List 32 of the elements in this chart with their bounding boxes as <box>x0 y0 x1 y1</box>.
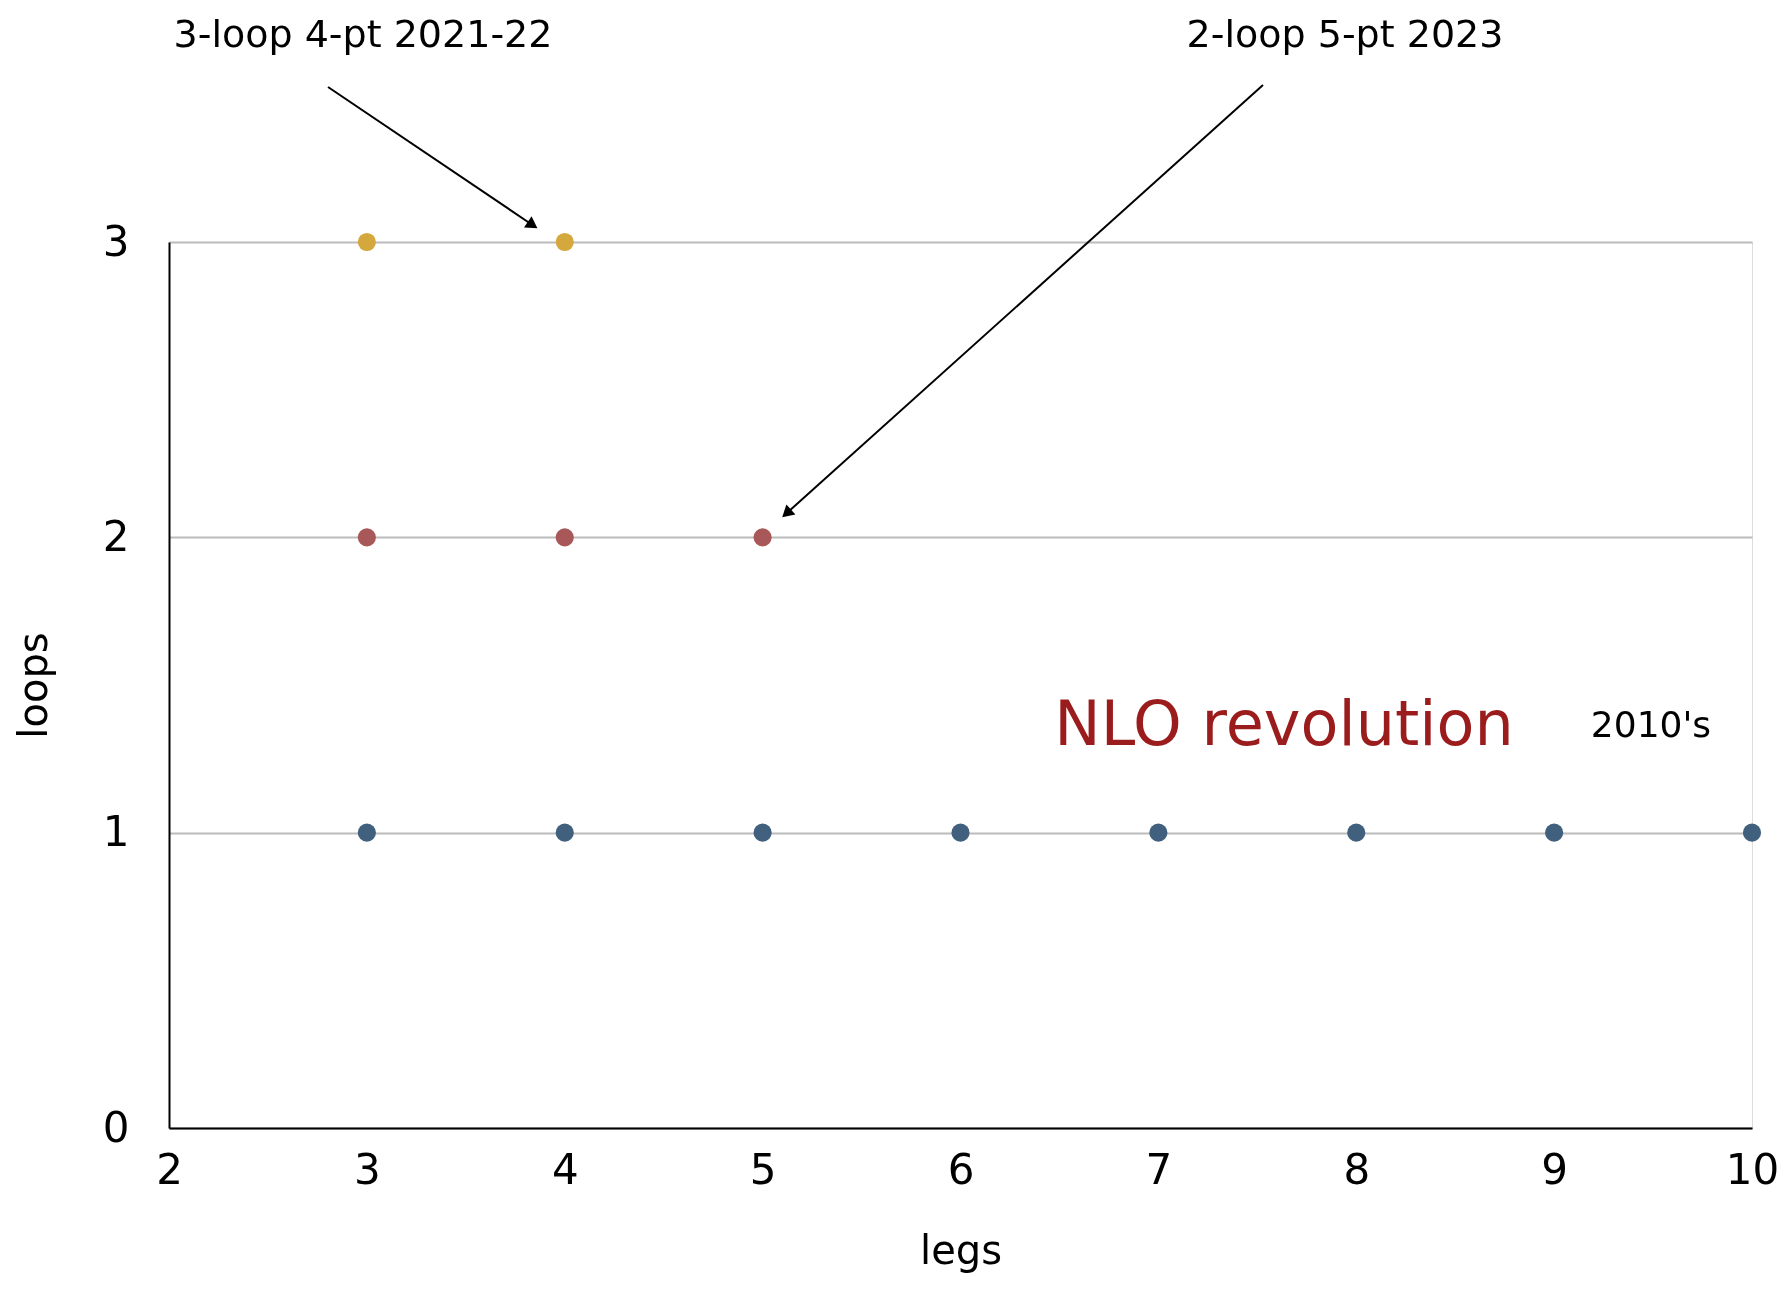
point <box>1742 823 1762 842</box>
x-tick-label: 2 <box>156 1144 183 1194</box>
annotation: NLO revolution <box>1054 687 1514 760</box>
y-tick-label: 0 <box>102 1102 130 1152</box>
point <box>1347 823 1366 842</box>
point <box>555 232 574 252</box>
x-tick-label: 7 <box>1145 1144 1173 1194</box>
x-tick-label: 3 <box>354 1144 381 1194</box>
y-tick-label: 2 <box>102 511 130 561</box>
annotation: 2010's <box>1590 704 1712 745</box>
x-tick-label: 5 <box>749 1144 777 1194</box>
point <box>357 823 376 842</box>
y-tick-label: 1 <box>102 807 130 857</box>
x-tick-label: 6 <box>947 1144 975 1194</box>
y-tick-label: 3 <box>102 216 130 266</box>
point <box>555 823 574 842</box>
x-axis-title: legs <box>920 1226 1002 1273</box>
y-axis-title: loops <box>9 632 56 739</box>
text: 3-loop 4-pt 2021-22 <box>173 12 553 56</box>
point <box>753 823 772 842</box>
text: 2-loop 5-pt 2023 <box>1186 12 1504 56</box>
x-tick-label: 4 <box>551 1144 579 1194</box>
point <box>753 528 772 547</box>
point <box>357 232 376 252</box>
point <box>1149 823 1168 842</box>
x-tick-label: 9 <box>1541 1144 1568 1194</box>
x-tick-label: 8 <box>1343 1144 1371 1194</box>
x-tick-label: 10 <box>1725 1144 1780 1194</box>
point <box>357 528 376 547</box>
point <box>1545 823 1564 842</box>
point <box>951 823 970 842</box>
point <box>555 528 574 547</box>
